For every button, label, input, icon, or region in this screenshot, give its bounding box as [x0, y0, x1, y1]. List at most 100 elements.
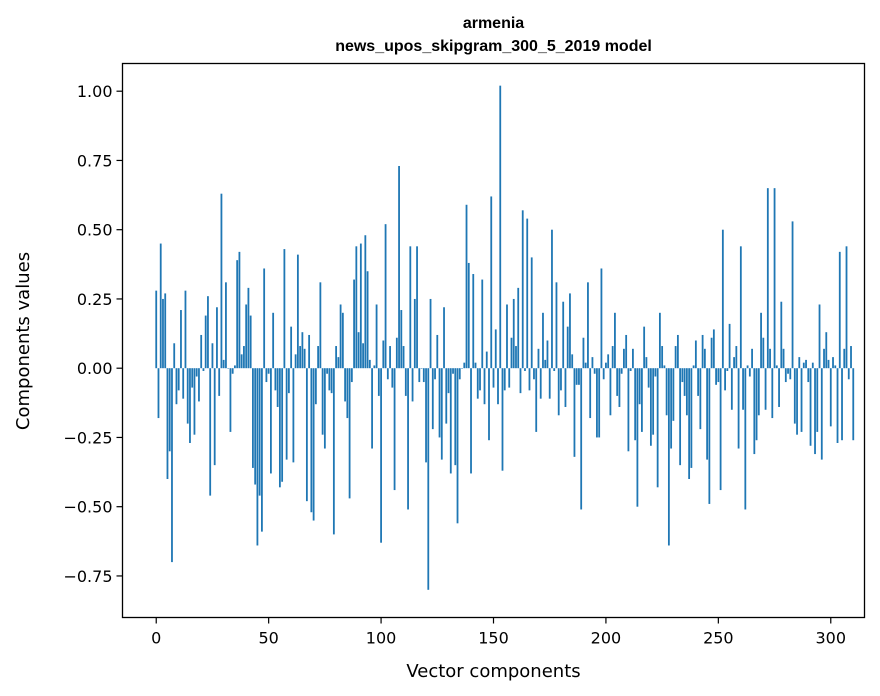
bar — [335, 346, 338, 369]
bar — [762, 337, 765, 369]
bar — [398, 165, 400, 369]
bar — [413, 298, 416, 369]
bar — [339, 304, 342, 369]
bar — [220, 193, 223, 369]
bar — [712, 329, 715, 369]
bar — [231, 368, 234, 374]
bar — [555, 282, 558, 369]
bar — [654, 368, 657, 377]
bar — [674, 346, 677, 369]
bar — [348, 368, 351, 499]
bar — [829, 368, 832, 427]
bar — [569, 293, 571, 369]
bar — [852, 368, 855, 441]
bar — [847, 368, 850, 380]
bar — [326, 368, 329, 374]
bar — [757, 368, 760, 416]
x-axis-label: Vector components — [406, 661, 580, 682]
bar — [766, 188, 769, 369]
bar — [533, 368, 535, 380]
bar — [492, 368, 495, 388]
bar — [634, 368, 637, 441]
bar — [638, 368, 641, 405]
bar — [593, 368, 596, 374]
y-axis-label: Components values — [13, 252, 34, 430]
bar — [838, 251, 841, 369]
bar — [769, 348, 771, 369]
bar — [699, 368, 702, 430]
bar — [346, 368, 349, 419]
bar — [836, 368, 839, 443]
bar — [800, 368, 803, 432]
bar — [274, 368, 277, 391]
bar — [512, 298, 515, 369]
bar — [319, 282, 322, 369]
bar — [366, 271, 369, 369]
bar — [641, 368, 643, 432]
bar — [679, 368, 682, 466]
bar — [438, 368, 441, 438]
bar — [434, 368, 436, 380]
bar — [735, 346, 738, 369]
bar — [733, 357, 735, 369]
bar — [557, 368, 560, 416]
bar — [218, 368, 221, 396]
bar — [773, 188, 776, 369]
bar — [350, 368, 353, 383]
bar — [328, 368, 331, 391]
bar — [667, 368, 670, 546]
bar — [602, 368, 605, 380]
bar — [245, 304, 248, 369]
bar — [645, 357, 648, 369]
bar — [832, 357, 834, 369]
bar — [281, 368, 284, 482]
bar — [584, 362, 587, 369]
bar — [285, 368, 288, 460]
x-tick-label: 200 — [591, 629, 622, 648]
bar — [616, 368, 619, 396]
bar — [798, 357, 801, 369]
bar — [479, 368, 481, 391]
bar — [431, 368, 434, 430]
bar — [715, 368, 717, 385]
bar — [287, 368, 290, 394]
bar — [710, 337, 713, 369]
bar — [775, 365, 778, 369]
bar — [560, 368, 562, 391]
bar — [706, 368, 709, 460]
bar — [440, 368, 443, 460]
bar — [537, 348, 540, 369]
bar — [501, 368, 504, 471]
bar — [377, 368, 380, 396]
bar — [216, 307, 218, 369]
bar — [620, 368, 623, 374]
bar — [571, 354, 574, 369]
bar — [301, 332, 304, 369]
bar — [375, 304, 378, 369]
bar — [404, 368, 407, 396]
bar — [503, 368, 506, 391]
bar — [737, 368, 740, 449]
bar — [207, 296, 209, 369]
bar — [618, 368, 621, 407]
bar — [418, 368, 421, 383]
bar — [636, 368, 639, 507]
bar — [591, 357, 594, 369]
bar — [670, 368, 673, 449]
bar — [649, 368, 652, 446]
bar — [175, 368, 178, 405]
bar — [395, 337, 398, 369]
bar — [544, 359, 547, 369]
bar — [278, 368, 281, 488]
bar — [708, 368, 711, 504]
bar — [247, 287, 250, 369]
bar — [580, 368, 583, 510]
bar — [234, 365, 236, 369]
bar — [341, 312, 344, 369]
bar — [402, 346, 405, 369]
bar — [393, 368, 396, 491]
y-tick-label: −0.75 — [63, 567, 112, 586]
bar — [400, 310, 403, 369]
bar — [647, 368, 650, 388]
bar — [566, 326, 569, 369]
